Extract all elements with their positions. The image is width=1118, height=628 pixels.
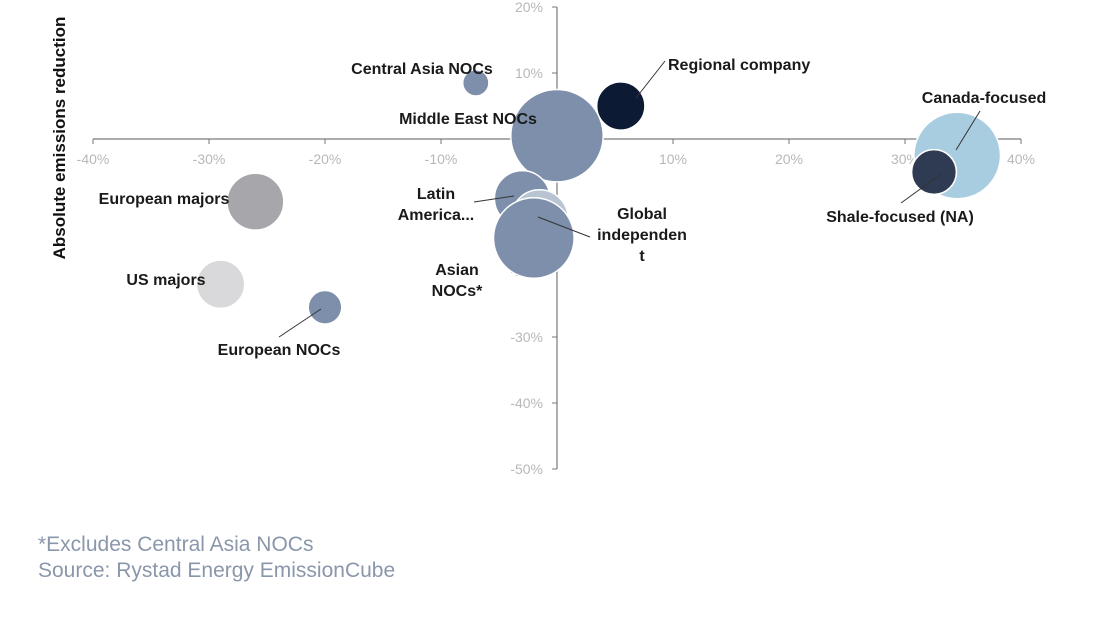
bubble-label-shale-focused-na: Shale-focused (NA) xyxy=(826,209,974,226)
bubble-shale-focused-na xyxy=(910,148,958,196)
x-tick-label: 10% xyxy=(659,151,687,167)
y-tick-label: 10% xyxy=(515,65,543,81)
bubble-label-middle-east-nocs: Middle East NOCs xyxy=(399,111,537,128)
leader-line xyxy=(278,308,322,338)
bubbles xyxy=(195,69,1002,325)
bubble-label-european-majors: European majors xyxy=(99,191,230,208)
leader-line xyxy=(635,60,666,99)
leader-line xyxy=(473,195,515,203)
x-tick-label: 20% xyxy=(775,151,803,167)
y-tick-label: -40% xyxy=(510,395,543,411)
x-tick-label: 30% xyxy=(891,151,919,167)
y-tick-label: -30% xyxy=(510,329,543,345)
bubble-central-asia-nocs xyxy=(461,69,490,97)
bubble-european-nocs xyxy=(307,289,343,325)
source-text: Source: Rystad Energy EmissionCube xyxy=(38,559,396,582)
leader-lines xyxy=(278,60,981,338)
bubble-asian-nocs xyxy=(492,196,575,280)
x-tick-label: -40% xyxy=(77,151,110,167)
y-tick-label: 20% xyxy=(515,0,543,15)
bubble-label-canada-focused: Canada-focused xyxy=(922,90,1046,107)
y-tick-label: -50% xyxy=(510,461,543,477)
bubble-regional-company xyxy=(595,81,646,131)
bubble-label-european-nocs: European NOCs xyxy=(218,342,341,359)
bubble-label-central-asia-nocs: Central Asia NOCs xyxy=(351,61,493,78)
bubble-us-majors xyxy=(195,259,246,310)
x-tick-label: -10% xyxy=(425,151,458,167)
bubble-label-global-independen-t: Global independen t xyxy=(597,206,687,265)
x-tick-label: -30% xyxy=(193,151,226,167)
bubble-label-asian-nocs: Asian NOCs* xyxy=(432,262,483,300)
y-axis-label: Absolute emissions reduction xyxy=(50,17,69,260)
leader-line xyxy=(900,173,942,204)
bubble-label-regional-company: Regional company xyxy=(668,57,810,74)
x-tick-label: 40% xyxy=(1007,151,1035,167)
bubble-labels: Central Asia NOCs Regional company Middle … xyxy=(99,57,1047,359)
bubble-label-us-majors: US majors xyxy=(126,272,205,289)
footnote-text: *Excludes Central Asia NOCs xyxy=(38,533,314,556)
bubble-label-latin-america: Latin America... xyxy=(398,186,474,224)
leader-line xyxy=(955,110,981,151)
bubble-european-majors xyxy=(226,172,285,231)
x-tick-label: -20% xyxy=(309,151,342,167)
leader-line xyxy=(537,216,591,238)
bubble-middle-east-nocs xyxy=(510,88,604,183)
